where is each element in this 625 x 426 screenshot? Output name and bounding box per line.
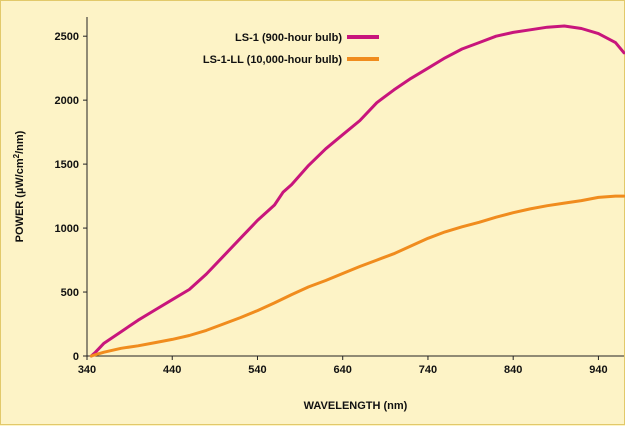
y-tick-label: 2500 [55, 31, 79, 43]
series-line-ls1 [89, 24, 625, 358]
x-tick-label: 540 [248, 364, 266, 376]
y-ticks: 0 500 1000 1500 2000 2500 [55, 31, 87, 363]
axes [86, 17, 624, 357]
series-lines [89, 24, 625, 358]
legend: LS-1 (900-hour bulb) LS-1-LL (10,000-hou… [203, 32, 379, 66]
y-axis-title: POWER (µW/cm2/nm) [12, 130, 27, 242]
legend-label-ls1-ll: LS-1-LL (10,000-hour bulb) [203, 54, 342, 66]
x-axis-title: WAVELENGTH (nm) [304, 400, 408, 412]
y-tick-label: 0 [73, 351, 79, 363]
y-tick-label: 500 [61, 287, 79, 299]
x-tick-label: 940 [589, 364, 607, 376]
y-axis-title-prefix: POWER (µW/cm [14, 158, 26, 242]
legend-label-ls1: LS-1 (900-hour bulb) [235, 32, 342, 44]
y-tick-label: 2000 [55, 95, 79, 107]
x-tick-label: 440 [163, 364, 181, 376]
x-ticks: 340 440 540 640 740 840 940 [78, 356, 608, 376]
y-axis-title-suffix: /nm) [14, 130, 26, 154]
y-tick-label: 1500 [55, 159, 79, 171]
y-axis-title-superscript: 2 [12, 153, 21, 158]
y-tick-label: 1000 [55, 223, 79, 235]
x-tick-label: 740 [419, 364, 437, 376]
x-tick-label: 640 [334, 364, 352, 376]
x-tick-label: 340 [78, 364, 96, 376]
x-tick-label: 840 [504, 364, 522, 376]
series-line-ls1-ll [89, 194, 625, 358]
